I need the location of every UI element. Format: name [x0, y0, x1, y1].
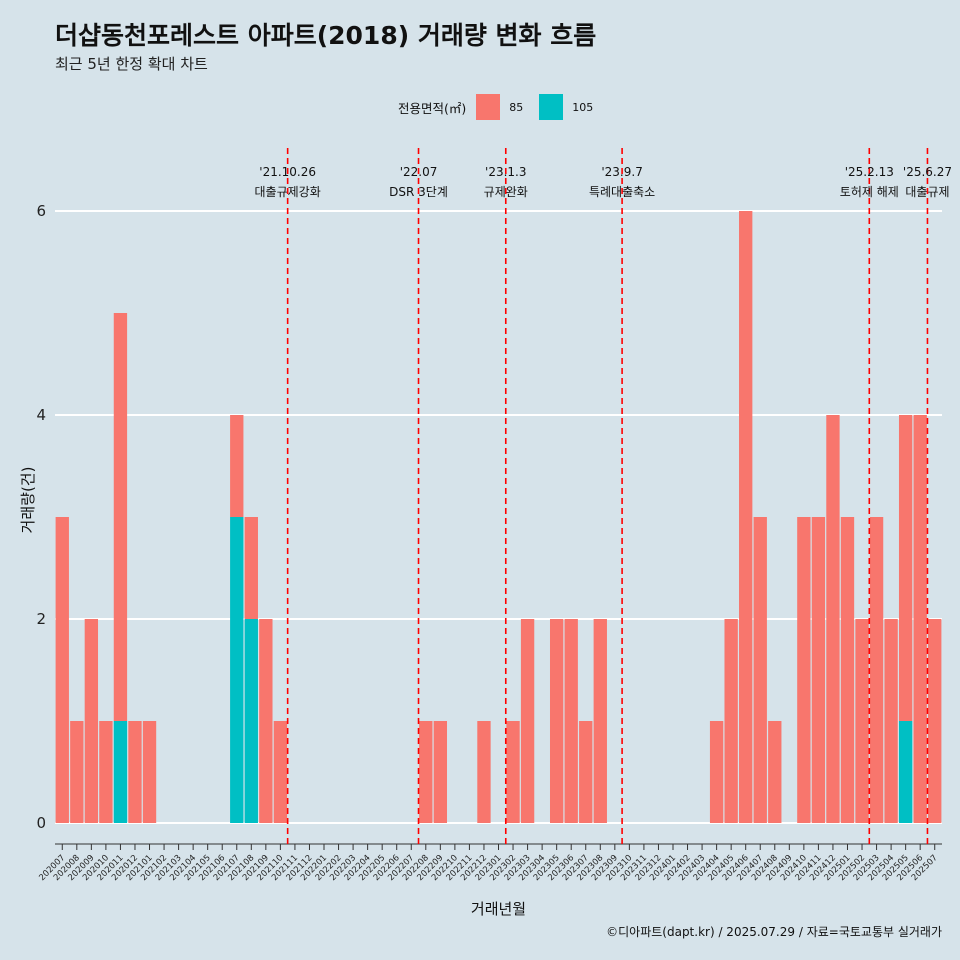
bar-85-202110	[273, 721, 288, 823]
legend: 전용면적(㎡) 85 105	[398, 94, 599, 120]
bar-85-202107	[230, 415, 244, 517]
legend-item-85: 85	[476, 94, 529, 120]
bar-85-202010	[99, 721, 113, 823]
bar-85-202406	[739, 211, 753, 823]
event-label-202110: 대출규제강화	[255, 185, 321, 199]
bar-105-202011	[113, 721, 128, 823]
event-date-202502: '25.2.13	[845, 165, 894, 179]
y-tick-label: 6	[36, 202, 46, 220]
bar-85-202504	[884, 619, 898, 823]
bar-85-202009	[84, 619, 99, 823]
bar-85-202108	[244, 517, 258, 619]
event-label-202506: 대출규제	[905, 185, 949, 199]
legend-item-105: 105	[539, 94, 599, 120]
bar-85-202308	[593, 619, 607, 823]
chart-subtitle: 최근 5년 한정 확대 차트	[55, 55, 208, 73]
bar-85-202503	[869, 517, 884, 823]
bar-85-202404	[709, 721, 724, 823]
legend-label-105: 105	[572, 100, 594, 114]
bar-85-202101	[142, 721, 157, 823]
bar-85-202008	[70, 721, 84, 823]
event-label-202502: 토허제 해제	[840, 185, 899, 199]
bar-85-202208	[419, 721, 433, 823]
bar-85-202502	[855, 619, 869, 823]
event-date-202309: '23.9.7	[601, 165, 642, 179]
bar-85-202305	[549, 619, 564, 823]
bar-85-202307	[579, 721, 593, 823]
bar-85-202408	[768, 721, 782, 823]
legend-title: 전용면적(㎡)	[398, 100, 467, 116]
bar-85-202302	[506, 721, 520, 823]
bar-85-202011	[113, 313, 128, 721]
bar-85-202212	[477, 721, 491, 823]
legend-swatch-105	[539, 94, 564, 120]
bar-85-202410	[797, 517, 811, 823]
bar-105-202107	[230, 517, 244, 823]
bar-85-202501	[840, 517, 855, 823]
legend-label-85: 85	[509, 100, 524, 114]
event-label-202309: 특례대출축소	[589, 185, 655, 199]
bar-85-202405	[724, 619, 738, 823]
bar-85-202012	[128, 721, 142, 823]
bar-85-202209	[433, 721, 448, 823]
bar-85-202506	[913, 415, 927, 823]
bar-85-202306	[564, 619, 578, 823]
bar-85-202007	[55, 517, 69, 823]
y-tick-label: 2	[36, 610, 46, 628]
bar-85-202303	[520, 619, 535, 823]
bar-85-202411	[811, 517, 826, 823]
bar-85-202507	[928, 619, 942, 823]
y-tick-label: 4	[36, 406, 46, 424]
x-axis-title: 거래년월	[471, 900, 526, 918]
event-date-202506: '25.6.27	[903, 165, 952, 179]
chart-title: 더샵동천포레스트 아파트(2018) 거래량 변화 흐름	[55, 21, 597, 50]
legend-swatch-85	[476, 94, 501, 120]
bar-85-202407	[753, 517, 767, 823]
bar-85-202412	[826, 415, 840, 823]
event-date-202301: '23.1.3	[485, 165, 526, 179]
y-axis-title: 거래량(건)	[19, 467, 37, 534]
event-date-202207: '22.07	[400, 165, 438, 179]
source-caption: ©디아파트(dapt.kr) / 2025.07.29 / 자료=국토교통부 실…	[606, 925, 942, 939]
event-label-202207: DSR 3단계	[389, 185, 448, 199]
bar-85-202505	[898, 415, 913, 721]
bar-105-202505	[898, 721, 913, 823]
y-tick-label: 0	[36, 814, 46, 832]
event-label-202301: 규제완화	[484, 185, 528, 199]
bar-105-202108	[244, 619, 258, 823]
bar-85-202109	[259, 619, 273, 823]
event-date-202110: '21.10.26	[259, 165, 316, 179]
